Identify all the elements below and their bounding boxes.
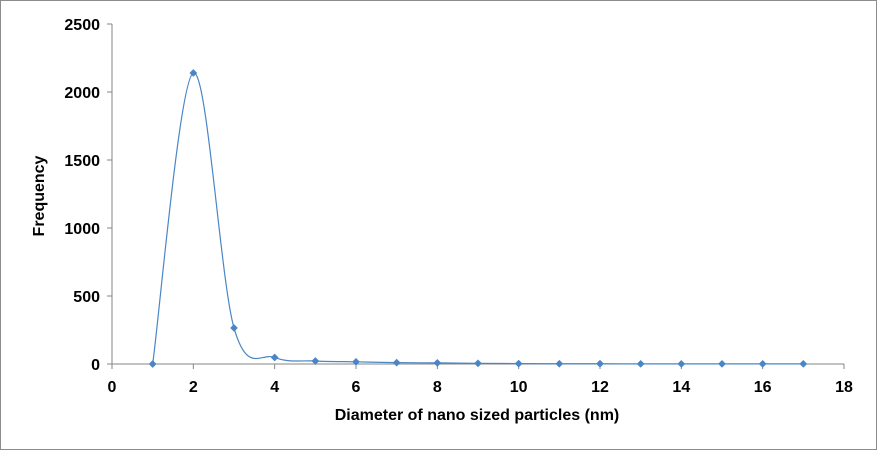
x-tick-label: 18: [835, 379, 853, 396]
ticks-layer: 0 500 1000 1500 2000 2500 0 2 4 6 8 10 12 14 16 18: [64, 17, 853, 396]
data-point-marker: [311, 357, 320, 365]
x-tick-label: 10: [510, 379, 528, 396]
data-point-marker: [474, 359, 482, 368]
data-point-marker: [677, 359, 686, 368]
data-point-marker: [148, 360, 157, 368]
data-point-marker: [189, 69, 198, 77]
x-tick-label: 14: [672, 379, 690, 396]
data-point-marker: [596, 359, 604, 368]
data-point-marker: [230, 324, 238, 332]
data-point-marker: [555, 359, 564, 368]
x-axis-title: Diameter of nano sized particles (nm): [335, 407, 620, 424]
y-tick-label: 0: [91, 357, 100, 374]
y-tick-label: 2500: [64, 17, 100, 34]
data-point-marker: [270, 353, 279, 362]
data-point-marker: [514, 359, 523, 368]
data-point-marker: [433, 358, 442, 367]
series-layer: [148, 69, 808, 368]
x-tick-label: 2: [189, 379, 198, 396]
data-point-marker: [352, 357, 360, 366]
y-tick-label: 1500: [64, 153, 100, 170]
data-point-marker: [758, 359, 767, 368]
axes-layer: [111, 24, 844, 365]
x-tick-label: 4: [270, 379, 279, 396]
series-line: [152, 72, 804, 365]
y-tick-label: 2000: [64, 85, 100, 102]
data-point-marker: [718, 359, 726, 368]
y-axis-title: Frequency: [31, 155, 48, 236]
data-point-marker: [392, 358, 401, 367]
y-tick-label: 1000: [64, 221, 100, 238]
data-point-marker: [799, 359, 808, 368]
x-tick-label: 0: [108, 379, 117, 396]
y-tick-label: 500: [73, 289, 100, 306]
x-tick-label: 16: [754, 379, 772, 396]
x-tick-label: 6: [352, 379, 361, 396]
x-tick-label: 8: [433, 379, 442, 396]
x-tick-label: 12: [591, 379, 609, 396]
data-point-marker: [636, 359, 645, 368]
